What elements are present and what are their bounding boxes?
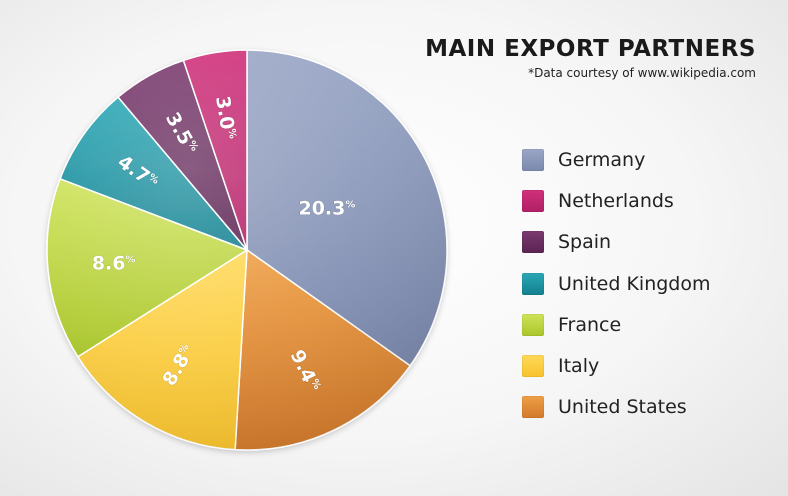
legend-swatch [522,231,544,254]
pie-slices [46,49,448,451]
legend-label: Germany [558,148,646,171]
legend-item-france: France [522,304,711,345]
legend-swatch [522,313,544,336]
legend-label: Italy [558,355,600,378]
legend-swatch [522,355,544,378]
legend-label: Spain [558,231,612,254]
slice-label-germany: 20.3% [298,198,355,220]
legend-swatch [522,189,544,212]
legend-swatch [522,396,544,419]
legend-item-netherlands: Netherlands [522,180,711,221]
legend-item-united-kingdom: United Kingdom [522,263,711,304]
chart-subtitle: *Data courtesy of www.wikipedia.com [528,66,756,80]
legend-item-germany: Germany [522,139,711,180]
legend-item-italy: Italy [522,345,711,386]
legend: Germany Netherlands Spain United Kingdom Fra… [522,139,711,428]
chart-title: MAIN EXPORT PARTNERS [425,36,756,62]
legend-label: Netherlands [558,189,674,212]
legend-label: United Kingdom [558,272,711,295]
legend-label: France [558,313,622,336]
legend-swatch [522,272,544,295]
legend-label: United States [558,396,687,419]
legend-item-united-states: United States [522,387,711,428]
legend-item-spain: Spain [522,222,711,263]
pie-chart: 20.3%9.4%8.8%8.6%4.7%3.5%3.0% [46,49,448,451]
slice-label-france: 8.6% [92,252,136,274]
legend-swatch [522,148,544,171]
